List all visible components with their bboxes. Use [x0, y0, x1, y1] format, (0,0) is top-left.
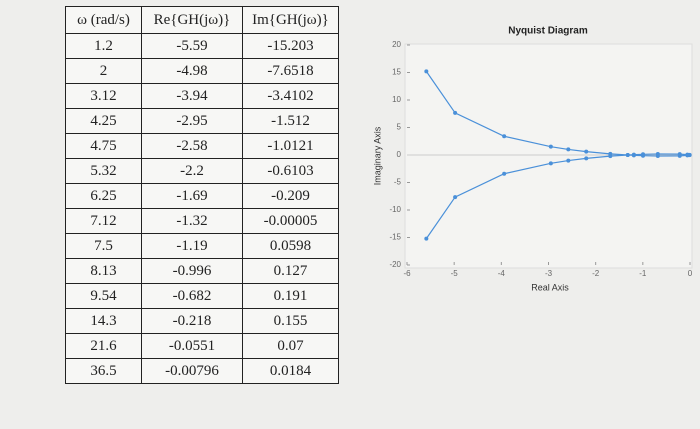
header-cell: Im{GH(jω)} [242, 6, 339, 34]
table-cell: 7.12 [65, 208, 142, 234]
y-tick-label: -5 [394, 178, 402, 187]
table-cell: -15.203 [242, 33, 339, 59]
table-cell: -3.4102 [242, 83, 339, 109]
table-cell: 0.191 [242, 283, 339, 309]
table-row: 21.6 -0.0551 0.07 [65, 333, 339, 359]
table-cell: -2.95 [141, 108, 243, 134]
y-tick-label: -20 [389, 260, 401, 269]
series-line [425, 153, 690, 239]
x-tick-label: -6 [403, 269, 411, 278]
table-cell: 2 [65, 58, 142, 84]
table-cell: -5.59 [141, 33, 243, 59]
table-cell: 0.07 [242, 333, 339, 359]
table-cell: 4.75 [65, 133, 142, 159]
table-cell: 36.5 [65, 358, 142, 384]
y-tick-label: 20 [392, 40, 401, 49]
table-cell: 21.6 [65, 333, 142, 359]
table-cell: 3.12 [65, 83, 142, 109]
table-cell: 8.13 [65, 258, 142, 284]
y-tick-label: 15 [392, 68, 401, 77]
table-body: 1.2 -5.59 -15.203 2 -4.98 -7.6518 3.12 -3.94 -3.… [65, 33, 339, 384]
y-tick-label: -15 [389, 233, 401, 242]
data-point [566, 158, 571, 163]
y-tick-label: 10 [392, 95, 401, 104]
table-row: 7.12 -1.32 -0.00005 [65, 208, 339, 234]
series-line [425, 71, 690, 157]
x-tick-label: -2 [592, 269, 600, 278]
table-cell: -0.996 [141, 258, 243, 284]
data-point [631, 153, 636, 158]
data-point [584, 156, 589, 161]
data-point [453, 110, 458, 115]
table-cell: 0.127 [242, 258, 339, 284]
table-row: 3.12 -3.94 -3.4102 [65, 83, 339, 109]
table-row: 8.13 -0.996 0.127 [65, 258, 339, 284]
table-row: 9.54 -0.682 0.191 [65, 283, 339, 309]
table-row: 36.5 -0.00796 0.0184 [65, 358, 339, 384]
header-cell: ω (rad/s) [65, 6, 142, 34]
x-axis-label: Real Axis [531, 282, 569, 292]
chart-title: Nyquist Diagram [508, 26, 588, 37]
data-point [655, 154, 660, 159]
data-point [502, 134, 507, 139]
table-cell: 0.0184 [242, 358, 339, 384]
x-tick-label: 0 [688, 269, 693, 278]
table-cell: -2.2 [141, 158, 243, 184]
table-cell: -0.682 [141, 283, 243, 309]
x-tick-label: -1 [639, 269, 647, 278]
data-point [608, 151, 613, 156]
table-row: 7.5 -1.19 0.0598 [65, 233, 339, 259]
table-cell: 5.32 [65, 158, 142, 184]
data-point [502, 171, 507, 176]
table-row: 6.25 -1.69 -0.209 [65, 183, 339, 209]
header-cell: Re{GH(jω)} [141, 6, 243, 34]
data-point [453, 195, 458, 200]
y-axis-label: Imaginary Axis [372, 126, 382, 185]
table-cell: -2.58 [141, 133, 243, 159]
data-point [548, 144, 553, 149]
data-point [625, 152, 630, 157]
table-cell: 14.3 [65, 308, 142, 334]
table-cell: -4.98 [141, 58, 243, 84]
table-cell: -0.00796 [141, 358, 243, 384]
data-point [687, 153, 692, 158]
x-tick-label: -4 [498, 269, 506, 278]
data-point [424, 236, 429, 241]
table-cell: 9.54 [65, 283, 142, 309]
data-point [424, 69, 429, 74]
x-tick-label: -5 [451, 269, 459, 278]
table-cell: 6.25 [65, 183, 142, 209]
data-point [566, 147, 571, 152]
y-tick-label: 0 [397, 150, 402, 159]
data-point [677, 153, 682, 158]
table-cell: -1.19 [141, 233, 243, 259]
table-cell: -3.94 [141, 83, 243, 109]
data-point [584, 149, 589, 154]
y-tick-label: 5 [397, 123, 402, 132]
header-row: ω (rad/s) Re{GH(jω)} Im{GH(jω)} [65, 6, 339, 34]
data-point [548, 161, 553, 166]
y-tick-label: -10 [389, 205, 401, 214]
data-point [641, 153, 646, 158]
data-table: ω (rad/s) Re{GH(jω)} Im{GH(jω)} 1.2 -5.59 -1… [65, 6, 339, 384]
table-cell: 0.155 [242, 308, 339, 334]
x-tick-label: -3 [545, 269, 553, 278]
